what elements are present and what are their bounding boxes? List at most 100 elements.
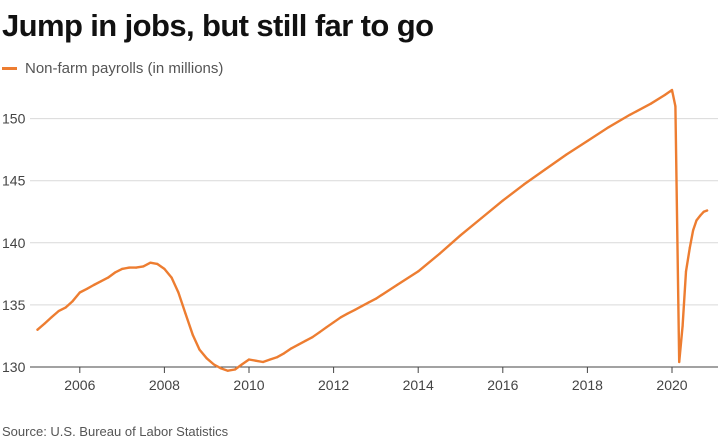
data-point: [674, 105, 677, 108]
series-line-payrolls: [36, 88, 709, 372]
data-point: [684, 270, 688, 273]
data-point: [184, 312, 187, 315]
x-tick-label-2012: 2012: [318, 377, 349, 393]
x-tick-label-2018: 2018: [572, 377, 603, 393]
data-point: [681, 324, 684, 328]
data-point: [212, 363, 215, 366]
data-point: [649, 102, 652, 105]
data-point: [304, 339, 307, 342]
y-tick-label-135: 135: [2, 297, 26, 313]
data-point: [607, 126, 610, 129]
legend: Non-farm payrolls (in millions): [2, 58, 223, 78]
x-tick-label-2010: 2010: [233, 377, 264, 393]
y-tick-label-130: 130: [2, 359, 26, 375]
data-point: [36, 328, 39, 331]
data-point: [85, 287, 89, 290]
data-point: [706, 209, 709, 212]
data-point: [43, 322, 46, 325]
x-ticks: [79, 367, 673, 373]
data-point: [353, 308, 356, 311]
data-point: [142, 265, 145, 268]
data-point: [128, 266, 131, 269]
y-tick-labels: 130 135 140 145 150: [2, 111, 26, 375]
source-note: Source: U.S. Bureau of Labor Statistics: [2, 424, 229, 439]
data-point: [374, 297, 377, 300]
gridlines: [30, 118, 718, 306]
data-point: [695, 219, 698, 222]
data-point: [565, 153, 568, 156]
x-tick-label-2008: 2008: [149, 377, 180, 393]
data-point: [339, 316, 342, 319]
data-point: [191, 333, 194, 336]
series-layer: [36, 88, 709, 372]
data-point: [692, 229, 695, 232]
data-point: [255, 359, 258, 362]
data-point: [678, 360, 681, 364]
x-tick-label-2020: 2020: [656, 377, 687, 393]
data-point: [318, 331, 321, 334]
data-point: [663, 93, 666, 97]
data-point: [522, 183, 526, 186]
data-point: [332, 321, 335, 324]
data-point: [121, 267, 124, 270]
data-point: [219, 367, 222, 370]
data-point: [149, 261, 152, 264]
data-point: [346, 312, 349, 315]
series-points: [36, 88, 709, 372]
data-point: [233, 368, 237, 371]
data-point: [135, 266, 138, 269]
legend-label: Non-farm payrolls (in millions): [25, 59, 224, 77]
y-tick-label-145: 145: [2, 173, 26, 189]
data-point: [170, 276, 173, 279]
x-tick-labels: 2006 2008 2010 2012 2014 2016 2018 2020: [64, 377, 688, 393]
data-point: [325, 326, 328, 329]
data-point: [417, 270, 420, 273]
data-point: [198, 348, 201, 351]
data-point: [459, 234, 462, 237]
data-point: [64, 306, 67, 309]
data-point: [261, 360, 265, 364]
data-point: [586, 139, 589, 143]
data-point: [311, 336, 314, 339]
data-point: [699, 214, 702, 217]
data-point: [247, 358, 251, 361]
legend-swatch: [2, 66, 17, 70]
data-point: [269, 358, 272, 361]
data-point: [702, 210, 705, 213]
data-point: [163, 267, 166, 270]
data-point: [670, 88, 674, 92]
x-tick-label-2016: 2016: [487, 377, 518, 393]
data-point: [107, 276, 110, 279]
data-point: [544, 168, 547, 171]
data-point: [276, 356, 279, 359]
data-point: [57, 310, 60, 313]
data-point: [177, 291, 180, 294]
y-tick-label-150: 150: [2, 111, 26, 127]
data-point: [226, 369, 229, 372]
chart-title: Jump in jobs, but still far to go: [2, 8, 434, 43]
x-tick-label-2014: 2014: [403, 377, 434, 393]
y-tick-label-140: 140: [2, 235, 26, 251]
data-point: [297, 343, 300, 346]
data-point: [240, 363, 243, 366]
data-point: [360, 305, 363, 308]
data-point: [99, 280, 102, 283]
data-point: [50, 316, 53, 319]
data-point: [205, 357, 208, 360]
data-point: [438, 252, 441, 256]
data-point: [628, 113, 631, 116]
data-point: [156, 262, 159, 265]
data-point: [92, 283, 95, 287]
data-point: [283, 352, 286, 355]
data-point: [367, 301, 370, 304]
data-point: [78, 291, 81, 294]
data-point: [290, 347, 293, 350]
data-point: [71, 300, 74, 303]
data-point: [501, 199, 504, 202]
data-point: [688, 246, 691, 249]
data-point: [113, 271, 116, 274]
data-point: [480, 216, 483, 220]
x-tick-label-2006: 2006: [64, 377, 95, 393]
data-point: [395, 283, 399, 287]
